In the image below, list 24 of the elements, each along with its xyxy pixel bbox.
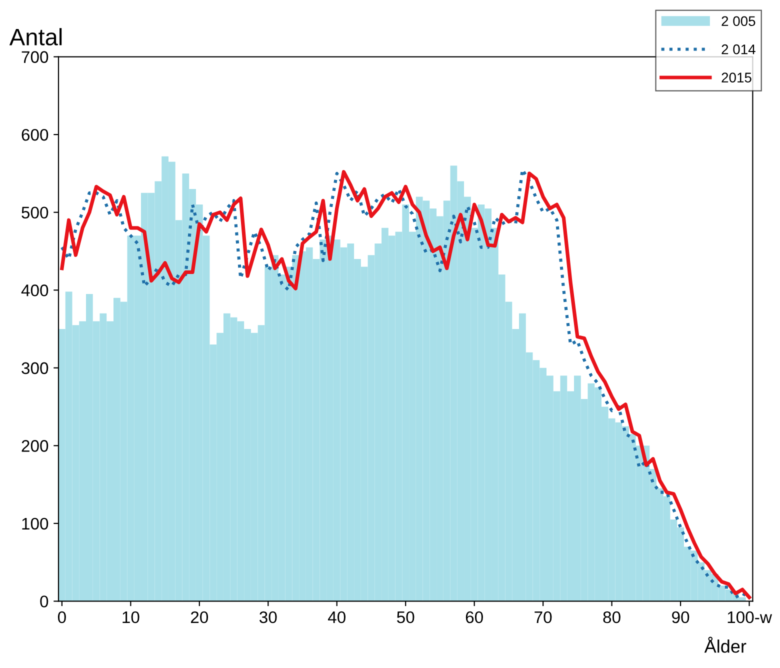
x-tick-label: 90 [672,611,690,624]
x-tick-label: 0 [58,611,66,624]
y-axis-title: Antal [9,28,62,46]
x-tick-label: 60 [466,611,483,624]
legend-label: 2015 [722,72,752,82]
legend-label: 2 005 [722,16,756,26]
y-tick-label: 500 [22,206,48,219]
y-tick-label: 400 [21,284,48,296]
y-tick-label: 300 [22,362,48,374]
y-tick-label: 100 [22,518,48,530]
x-tick-label: 10 [122,611,140,624]
x-tick-label: 70 [534,611,552,624]
x-axis-title: Ålder [704,636,746,653]
x-tick-label: 30 [260,611,277,624]
x-tick-label: 50 [397,611,414,624]
x-tick-label: 100-w [728,611,772,624]
y-tick-label: 0 [40,596,48,608]
legend-label: 2 014 [722,44,756,54]
x-tick-label: 20 [190,611,208,624]
y-tick-label: 700 [22,51,48,63]
x-tick-label: 80 [603,611,620,624]
y-tick-label: 200 [22,440,48,452]
x-tick-label: 40 [328,611,346,624]
y-tick-label: 600 [22,128,48,141]
